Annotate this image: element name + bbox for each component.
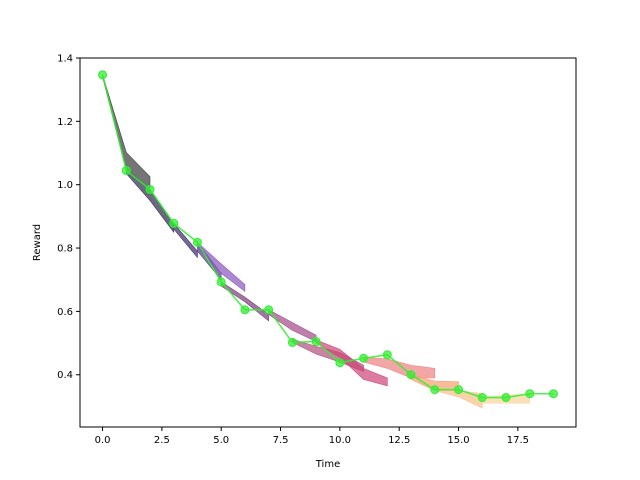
data-point bbox=[406, 370, 416, 380]
y-tick-label: 0.8 bbox=[57, 244, 73, 255]
data-point bbox=[477, 393, 487, 403]
x-tick-label: 15.0 bbox=[447, 435, 469, 446]
x-tick-label: 12.5 bbox=[388, 435, 410, 446]
data-point bbox=[240, 305, 250, 315]
y-tick-label: 0.4 bbox=[57, 370, 73, 381]
data-point bbox=[98, 70, 108, 80]
data-point bbox=[525, 389, 535, 399]
data-point bbox=[501, 393, 511, 403]
x-tick-label: 0.0 bbox=[95, 435, 111, 446]
y-tick-label: 1.2 bbox=[57, 117, 73, 128]
data-point bbox=[145, 184, 155, 194]
x-tick-label: 10.0 bbox=[329, 435, 351, 446]
data-point bbox=[454, 385, 464, 395]
data-point bbox=[382, 350, 392, 360]
x-tick-label: 2.5 bbox=[154, 435, 170, 446]
data-point bbox=[216, 277, 226, 287]
main-series-layer bbox=[98, 70, 558, 403]
data-point bbox=[359, 353, 369, 363]
x-axis: 0.0 2.5 5.0 7.5 10.0 12.5 15.0 17.5 bbox=[95, 427, 529, 446]
data-point bbox=[548, 389, 558, 399]
data-point bbox=[311, 336, 321, 346]
y-tick-label: 1.0 bbox=[57, 180, 73, 191]
data-point bbox=[169, 218, 179, 228]
data-point bbox=[264, 305, 274, 315]
plot-frame bbox=[79, 57, 577, 428]
data-point bbox=[430, 385, 440, 395]
y-axis-label: Reward bbox=[32, 224, 43, 261]
x-tick-label: 17.5 bbox=[507, 435, 529, 446]
x-tick-label: 5.0 bbox=[213, 435, 229, 446]
y-tick-label: 1.4 bbox=[57, 54, 73, 65]
data-point bbox=[192, 237, 202, 247]
band-5 bbox=[197, 241, 246, 293]
data-point bbox=[287, 337, 297, 347]
data-point bbox=[335, 358, 345, 368]
y-axis: 0.4 0.6 0.8 1.0 1.2 1.4 bbox=[57, 54, 80, 381]
x-tick-label: 7.5 bbox=[273, 435, 289, 446]
data-point bbox=[121, 165, 131, 175]
y-tick-label: 0.6 bbox=[57, 307, 73, 318]
x-axis-label: Time bbox=[315, 459, 340, 470]
